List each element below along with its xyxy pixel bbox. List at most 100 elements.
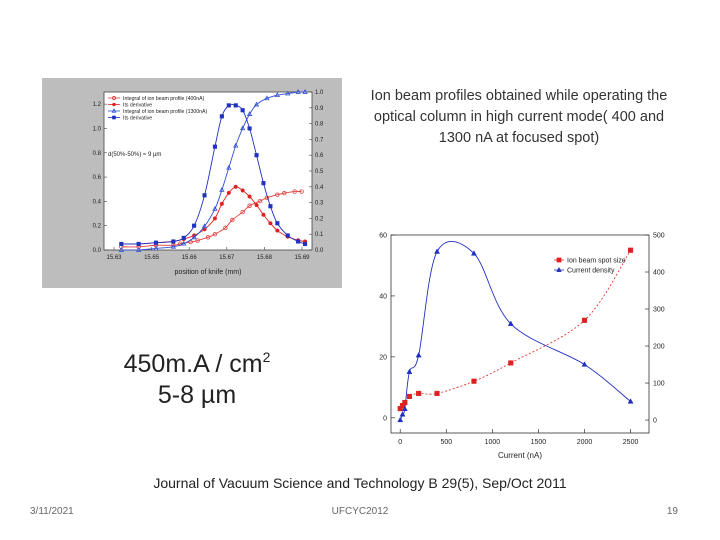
x-tick-label: 15.66	[182, 255, 198, 261]
legend-marker	[112, 102, 116, 107]
data-point	[153, 245, 159, 251]
data-point	[261, 181, 266, 186]
data-point	[212, 231, 218, 237]
y-right-tick-label: 0.7	[315, 137, 324, 143]
data-point	[192, 223, 197, 228]
x-tick-label: 15.65	[144, 255, 160, 261]
data-point	[296, 239, 301, 244]
slide-date: 3/11/2021	[30, 506, 74, 517]
x-tick-label: 15.68	[257, 255, 273, 261]
x-tick-label: 2000	[577, 439, 593, 446]
data-point	[275, 228, 280, 233]
data-point	[219, 201, 224, 206]
legend-marker	[556, 257, 562, 263]
data-point	[254, 153, 259, 158]
data-point	[401, 405, 408, 412]
legend-label: Current density	[567, 267, 615, 274]
data-point	[202, 193, 207, 198]
data-point	[581, 361, 588, 367]
beam-profile-figure: 15.63 15.65 15.66 15.67 15.68 15.69 0.0 0.2 0.4 0…	[42, 78, 342, 288]
data-point	[285, 90, 291, 96]
data-point	[268, 221, 273, 226]
current-density-value: 450m.A / cm2	[92, 342, 302, 380]
legend-marker	[112, 96, 116, 100]
current-density-text: 450m.A / cm	[123, 350, 263, 378]
data-point	[223, 225, 228, 231]
data-point	[240, 188, 245, 193]
current-density-trend	[399, 241, 631, 421]
x-tick-label: 0	[398, 439, 402, 446]
data-point	[201, 223, 208, 229]
data-point	[118, 247, 124, 252]
data-point	[275, 221, 280, 226]
data-point	[212, 205, 218, 211]
data-point	[434, 248, 441, 254]
data-point	[240, 209, 245, 215]
unit-superscript: 2	[262, 349, 271, 365]
y-left-tick-label: 20	[379, 354, 387, 361]
legend-label: Integral of ion beam profile (1300nA)	[123, 109, 207, 115]
y-right-tick-label: 0.4	[315, 185, 324, 191]
data-point	[247, 203, 252, 208]
data-point	[581, 317, 588, 323]
data-point	[261, 212, 266, 217]
data-point	[119, 241, 124, 246]
y-left-tick-label: 0.4	[93, 199, 102, 205]
data-point	[282, 190, 287, 196]
data-point	[508, 360, 514, 366]
x-tick-label: 1000	[485, 439, 501, 446]
data-point	[246, 111, 253, 116]
data-point	[416, 390, 422, 396]
y-left-tick-label: 0.0	[93, 248, 102, 254]
density-and-size-highlight: 450m.A / cm2 5-8 µm	[92, 342, 302, 411]
legend-marker	[112, 115, 116, 120]
y-left-tick-label: 0.6	[93, 175, 102, 181]
page-number: 19	[666, 506, 678, 517]
data-point	[254, 202, 259, 208]
data-point	[171, 239, 176, 244]
y-right-tick-label: 0.5	[315, 169, 324, 175]
data-point	[406, 368, 413, 375]
y-right-tick-label: 500	[653, 233, 665, 240]
legend-marker	[111, 108, 117, 113]
y-left-tick-label: 0.8	[93, 151, 102, 157]
data-point	[136, 247, 142, 252]
y-left-tick-label: 1.2	[93, 102, 102, 108]
data-point	[153, 240, 159, 245]
data-point	[226, 103, 231, 108]
data-point	[219, 114, 224, 119]
data-point	[415, 352, 422, 358]
data-point	[470, 250, 477, 256]
slide-caption: Ion beam profiles obtained while operati…	[370, 88, 668, 146]
y-left-tick-label: 0	[383, 415, 387, 422]
footer-text: UFCYC2012	[331, 506, 389, 517]
y-right-tick-label: 0.1	[315, 232, 324, 238]
data-point	[257, 198, 263, 204]
data-point	[264, 95, 270, 101]
y-left-tick-label: 1.0	[93, 126, 102, 132]
fwhm-annotation: d(50%-50%) ≈ 9 µm	[108, 152, 161, 158]
y-right-tick-label: 200	[653, 344, 665, 351]
x-tick-label: 500	[440, 439, 452, 446]
y-right-tick-label: 0.8	[315, 122, 324, 128]
data-point	[399, 411, 406, 417]
y-right-tick-label: 1.0	[315, 90, 324, 96]
data-point	[205, 235, 211, 240]
journal-reference: Journal of Vacuum Science and Technology…	[153, 475, 567, 491]
data-point	[212, 144, 217, 149]
x-tick-label: 15.63	[106, 255, 122, 261]
data-point	[195, 238, 200, 243]
data-point	[299, 189, 304, 194]
data-point	[230, 217, 235, 223]
data-point	[627, 398, 634, 404]
data-point	[302, 89, 308, 94]
current-density-figure: 0 500 1000 1500 2000 2500 0 20 40 60 0 100 200 300 400…	[358, 226, 688, 464]
y-right-tick-label: 0.3	[315, 201, 324, 207]
data-point	[226, 190, 231, 195]
y-right-tick-label: 100	[653, 381, 665, 388]
plot-area	[390, 234, 650, 434]
data-point	[181, 235, 186, 240]
data-point	[402, 399, 408, 406]
data-point	[303, 241, 308, 246]
x-tick-label: 1500	[531, 439, 547, 446]
